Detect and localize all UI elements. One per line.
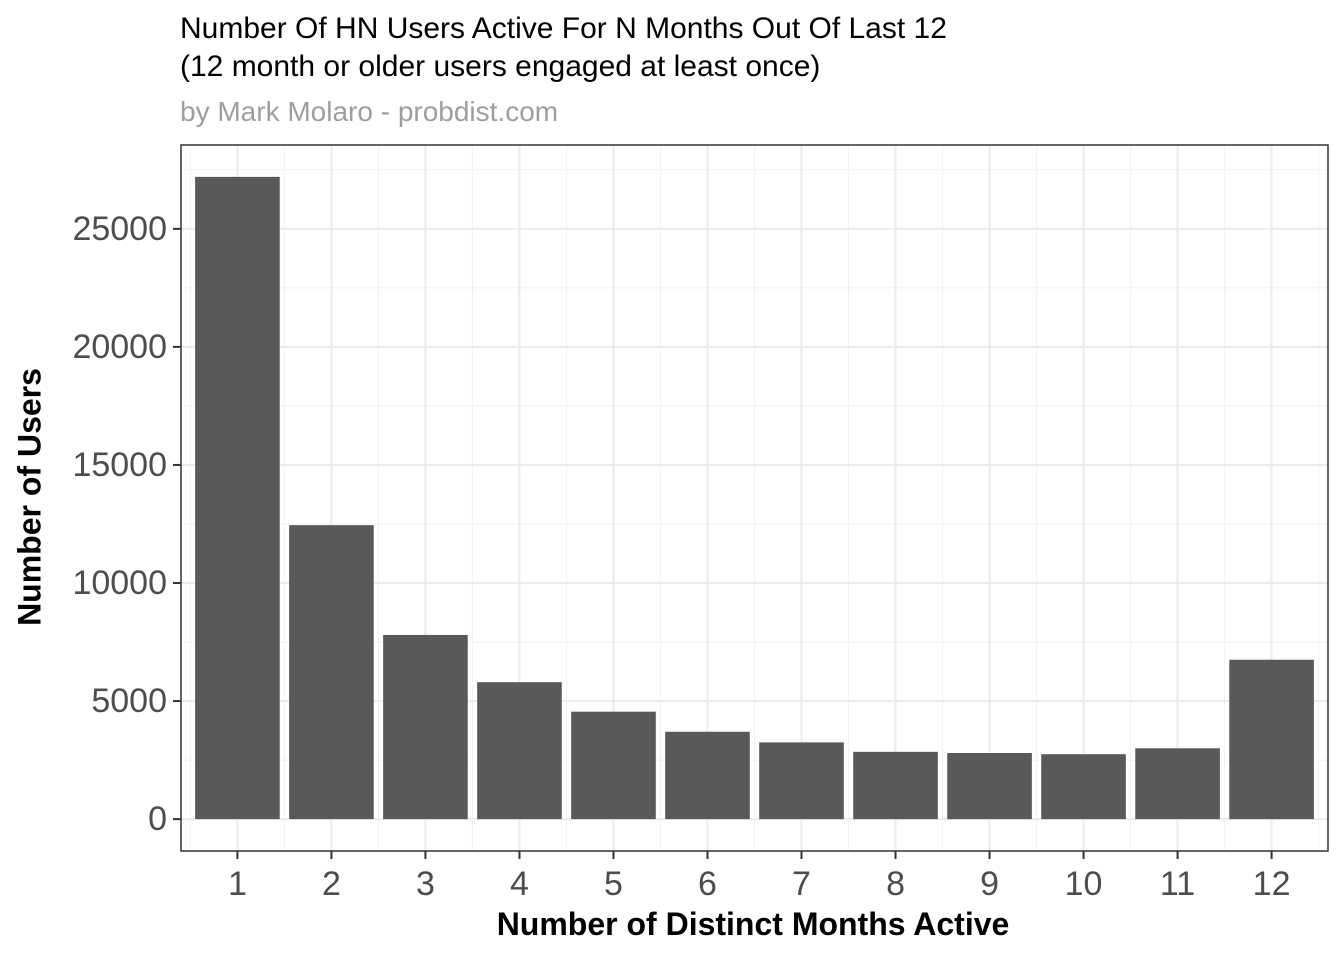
y-tick-label: 10000: [72, 564, 167, 602]
x-tick-label: 5: [604, 865, 623, 903]
chart-subtitle: by Mark Molaro - probdist.com: [180, 96, 559, 127]
bar: [195, 176, 280, 820]
bar: [289, 525, 374, 820]
x-tick-label: 12: [1253, 865, 1291, 903]
bar: [1229, 659, 1314, 820]
bar: [477, 682, 562, 820]
x-tick-label: 2: [322, 865, 341, 903]
y-tick-label: 5000: [91, 682, 167, 720]
x-tick-label: 4: [510, 865, 529, 903]
bar: [1135, 748, 1220, 820]
x-tick-label: 9: [980, 865, 999, 903]
bar: [383, 634, 468, 820]
x-tick-label: 11: [1160, 865, 1195, 903]
x-tick-label: 6: [698, 865, 717, 903]
y-tick-label: 20000: [72, 328, 167, 366]
y-tick-label: 25000: [72, 210, 167, 248]
x-tick-label: 1: [228, 865, 247, 903]
bar: [853, 751, 938, 820]
x-tick-label: 3: [416, 865, 435, 903]
x-tick-label: 10: [1065, 865, 1103, 903]
bar: [1041, 754, 1126, 820]
x-tick-label: 7: [792, 865, 811, 903]
y-tick-label: 15000: [72, 446, 167, 484]
bar: [571, 711, 656, 820]
bar: [759, 742, 844, 820]
y-tick-label: 0: [148, 800, 167, 838]
chart-title: Number Of HN Users Active For N Months O…: [180, 12, 947, 83]
plot-border: [180, 144, 1329, 852]
bar: [947, 753, 1032, 820]
x-axis-label: Number of Distinct Months Active: [496, 906, 1010, 942]
bar: [665, 731, 750, 820]
x-tick-label: 8: [886, 865, 905, 903]
